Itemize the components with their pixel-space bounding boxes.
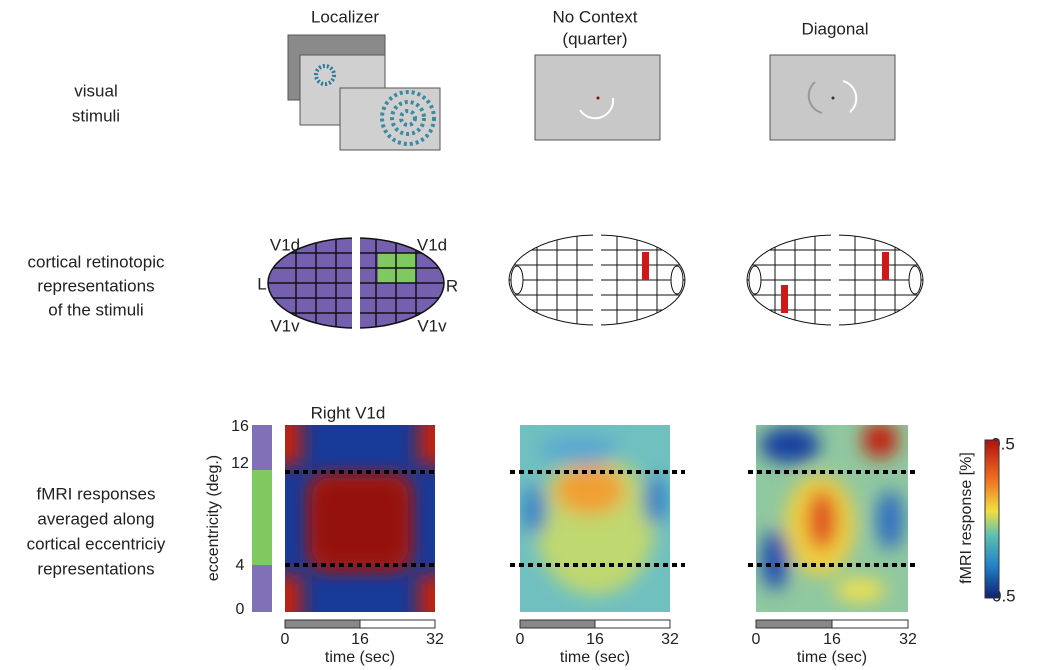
brain-label: L: [257, 274, 266, 293]
stimuli: [287, 34, 896, 151]
y-tick-label: 16: [231, 418, 249, 435]
y-tick-label: 12: [231, 455, 249, 472]
heatmap-title: Right V1d: [311, 403, 386, 422]
heatmap-no-context: [520, 425, 670, 612]
brain-diagonal: [746, 233, 924, 327]
x-tick-label: 16: [351, 631, 369, 648]
x-axis-label: time (sec): [560, 649, 630, 666]
x-tick-label: 32: [661, 631, 679, 648]
row-label: representations: [37, 276, 154, 295]
row-label: stimuli: [72, 106, 120, 125]
x-tick-label: 0: [516, 631, 525, 648]
x-tick-label: 32: [899, 631, 917, 648]
brain-label: V1v: [417, 316, 447, 335]
brain-localizer: [267, 236, 445, 330]
row-label: cortical eccentriciy: [27, 534, 166, 553]
column-title: (quarter): [562, 29, 627, 48]
column-title: Localizer: [311, 7, 379, 26]
x-tick-label: 32: [426, 631, 444, 648]
x-axis-label: time (sec): [797, 649, 867, 666]
column-title: No Context: [552, 7, 637, 26]
x-tick-label: 16: [823, 631, 841, 648]
colorbar-label: fMRI response [%]: [958, 452, 975, 584]
heatmap-diagonal: [756, 425, 908, 612]
x-tick-label: 16: [586, 631, 604, 648]
y-tick-label: 4: [236, 557, 245, 574]
y-tick-label: 0: [236, 601, 245, 618]
row-label: visual: [74, 81, 117, 100]
y-axis-label: eccentricity (deg.): [205, 455, 222, 581]
brain-label: R: [446, 276, 458, 295]
row-label: cortical retinotopic: [27, 252, 165, 271]
brain-no-context: [508, 233, 686, 327]
x-axis-label: time (sec): [325, 649, 395, 666]
row-label: fMRI responses: [36, 484, 155, 503]
row-label: of the stimuli: [48, 300, 143, 319]
column-title: Diagonal: [801, 19, 868, 38]
x-tick-label: 0: [752, 631, 761, 648]
x-tick-label: 0: [281, 631, 290, 648]
brain-label: V1d: [270, 235, 300, 254]
heatmap-localizer: [285, 425, 435, 612]
roi-bounds: [285, 470, 918, 567]
time-bars: [284, 619, 909, 629]
row-label: averaged along: [37, 509, 154, 528]
colorbar: [984, 439, 1000, 599]
roi-bar: [252, 425, 272, 612]
brain-label: V1d: [417, 235, 447, 254]
brain-label: V1v: [270, 316, 300, 335]
row-label: representations: [37, 559, 154, 578]
